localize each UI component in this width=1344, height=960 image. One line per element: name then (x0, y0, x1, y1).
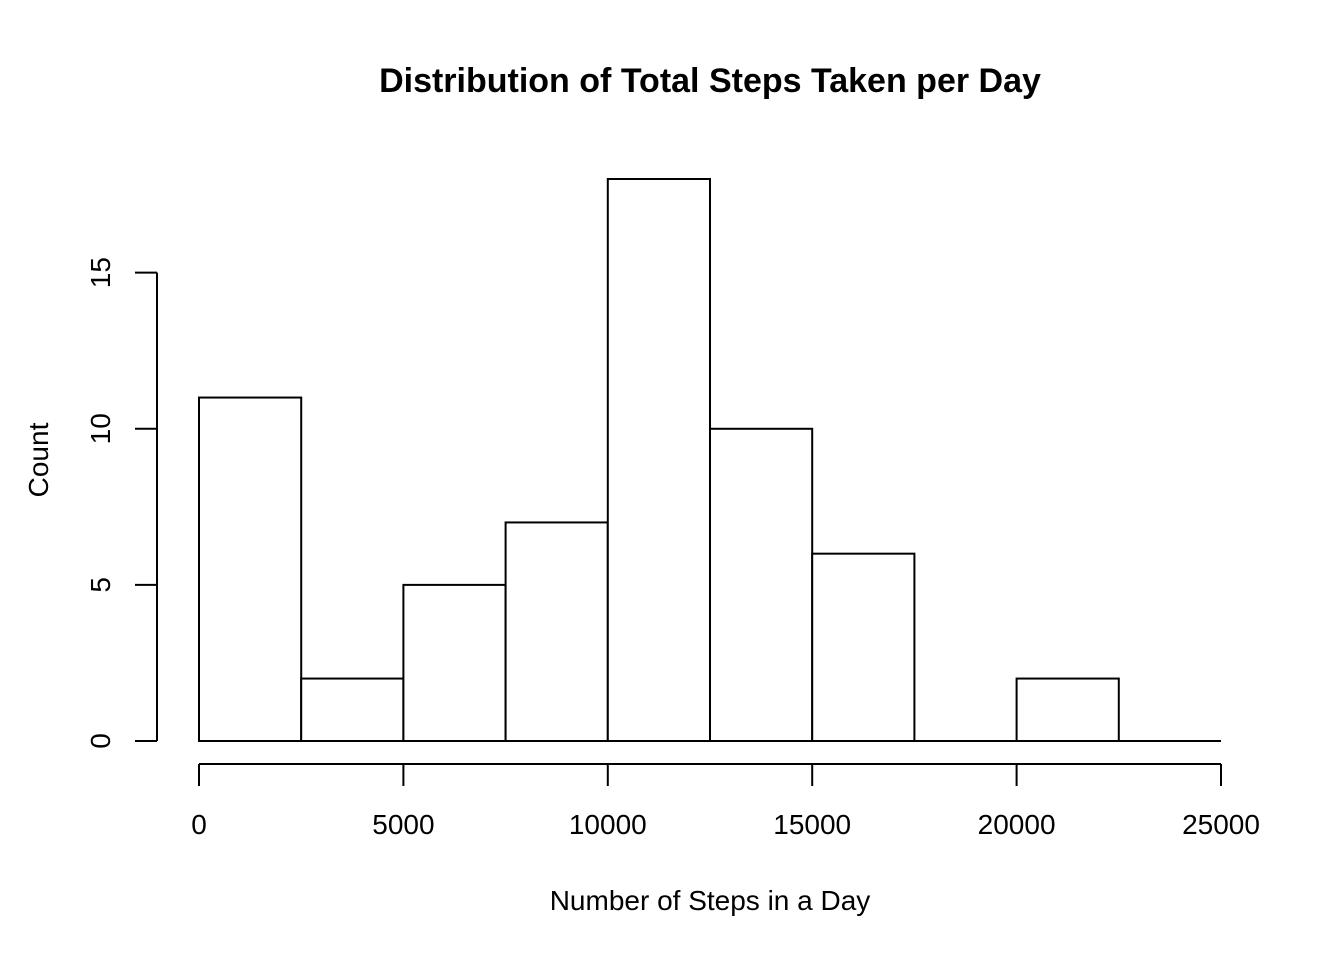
y-tick-label: 10 (85, 413, 116, 444)
y-axis-label: Count (23, 422, 54, 497)
histogram-bar (811, 552, 916, 743)
histogram-bar (504, 521, 609, 743)
bars-group (198, 178, 1221, 743)
y-tick-label: 5 (85, 577, 116, 593)
histogram-bar (1015, 677, 1120, 742)
histogram-bar (606, 178, 711, 742)
x-axis-label: Number of Steps in a Day (550, 885, 871, 916)
x-tick-label: 5000 (372, 809, 434, 840)
chart-title: Distribution of Total Steps Taken per Da… (379, 62, 1041, 100)
y-tick-label: 0 (85, 733, 116, 749)
histogram-bar (198, 396, 303, 742)
x-tick-label: 25000 (1182, 809, 1260, 840)
x-tick-label: 0 (191, 809, 207, 840)
y-axis: 0 5 10 15 (85, 257, 158, 749)
histogram-bar (709, 427, 814, 742)
y-tick-label: 15 (85, 257, 116, 288)
x-tick-label: 10000 (569, 809, 647, 840)
x-tick-label: 15000 (773, 809, 851, 840)
x-axis: 0 5000 10000 15000 20000 25000 (191, 763, 1260, 840)
histogram-bar (300, 677, 405, 742)
x-tick-label: 20000 (978, 809, 1056, 840)
histogram-bar (402, 583, 507, 743)
